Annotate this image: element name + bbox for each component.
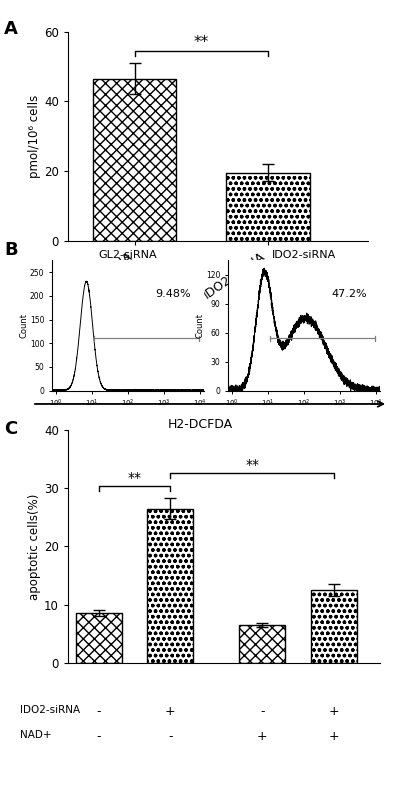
Text: **: ** xyxy=(245,458,259,472)
Text: A: A xyxy=(4,20,18,38)
Y-axis label: pmol/10⁶ cells: pmol/10⁶ cells xyxy=(28,95,41,178)
Text: NAD+: NAD+ xyxy=(20,731,51,740)
Bar xyxy=(226,173,310,241)
Title: IDO2-siRNA: IDO2-siRNA xyxy=(272,249,336,260)
Text: IDO2-siRNA: IDO2-siRNA xyxy=(20,705,80,715)
Y-axis label: Count: Count xyxy=(196,313,204,338)
Title: GL2-siRNA: GL2-siRNA xyxy=(99,249,157,260)
Text: **: ** xyxy=(128,471,142,485)
Text: H2-DCFDA: H2-DCFDA xyxy=(168,418,232,431)
Y-axis label: apoptotic cells(%): apoptotic cells(%) xyxy=(28,493,41,600)
Text: C: C xyxy=(4,420,17,438)
Text: -: - xyxy=(168,731,172,743)
Text: -: - xyxy=(96,731,101,743)
Text: +: + xyxy=(329,705,339,718)
Text: **: ** xyxy=(194,35,209,50)
Text: +: + xyxy=(329,731,339,743)
Bar xyxy=(147,509,193,663)
Bar xyxy=(76,613,122,663)
Text: 9.48%: 9.48% xyxy=(155,289,191,299)
Text: +: + xyxy=(165,705,176,718)
Text: -: - xyxy=(96,705,101,718)
Text: 47.2%: 47.2% xyxy=(331,289,367,299)
Y-axis label: Count: Count xyxy=(20,313,28,338)
Bar xyxy=(239,625,285,663)
Bar xyxy=(93,79,176,241)
Text: B: B xyxy=(4,241,18,259)
Bar xyxy=(311,590,357,663)
Text: +: + xyxy=(257,731,268,743)
Text: -: - xyxy=(260,705,265,718)
